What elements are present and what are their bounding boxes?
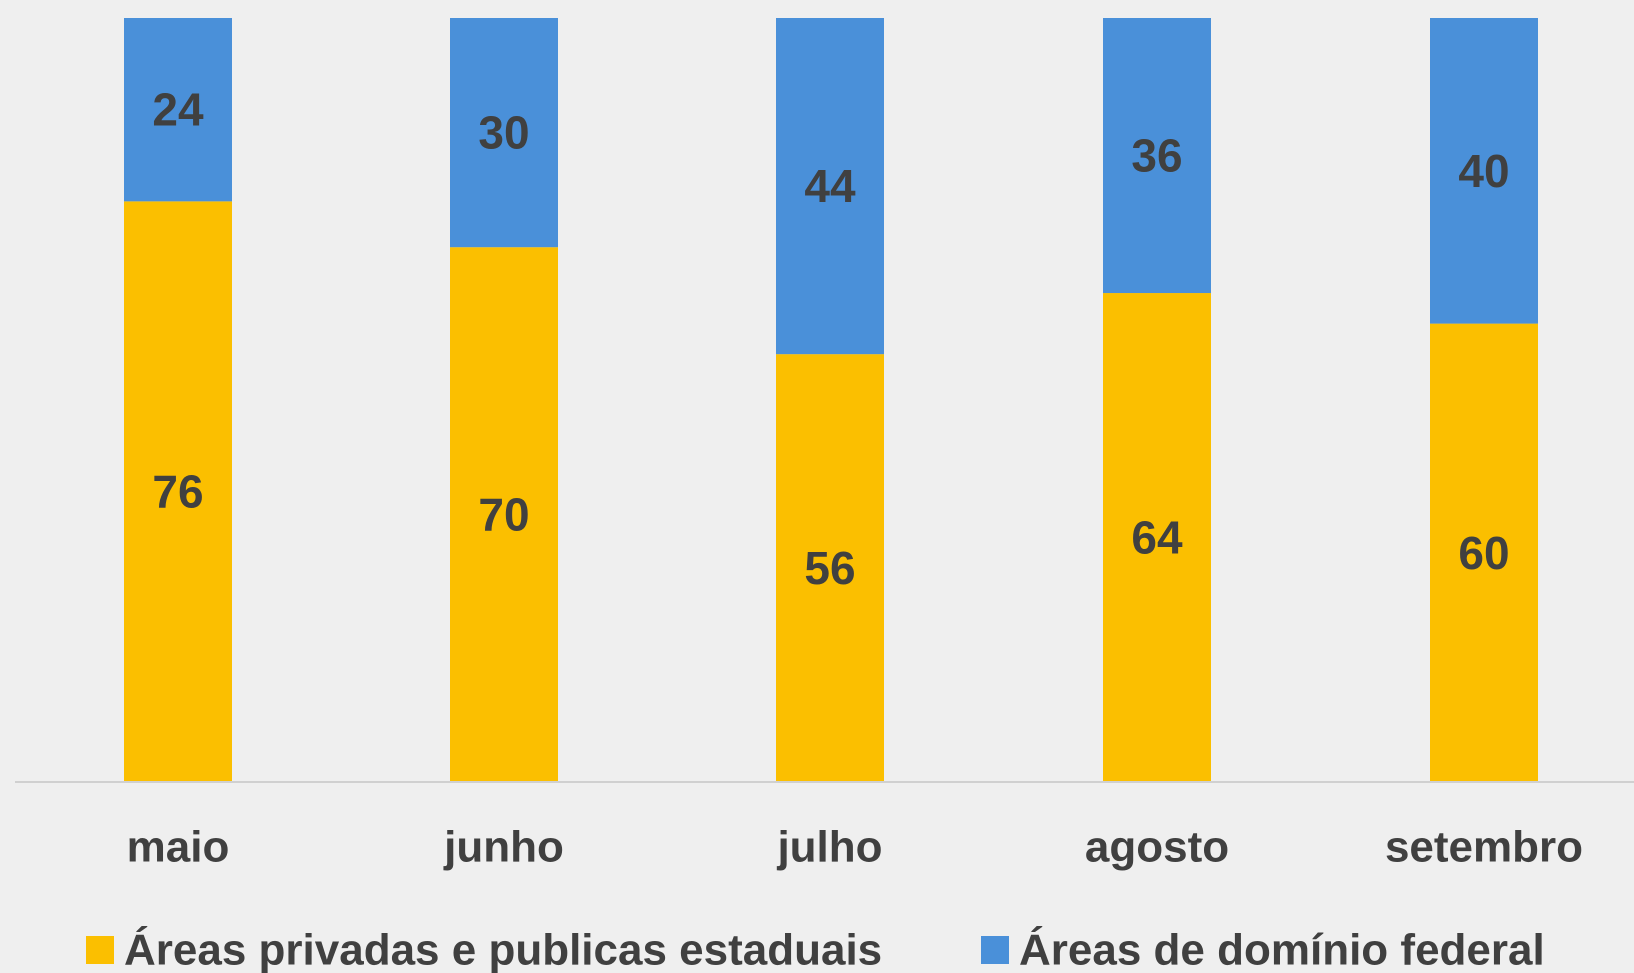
bar-setembro-series-1 bbox=[1430, 323, 1538, 782]
data-label-junho-series-1: 70 bbox=[478, 489, 529, 541]
data-label-julho-series-2: 44 bbox=[804, 160, 856, 212]
legend-label-series-1: Áreas privadas e publicas estaduais bbox=[124, 925, 882, 973]
data-label-junho-series-2: 30 bbox=[478, 107, 529, 159]
data-label-julho-series-1: 56 bbox=[804, 542, 855, 594]
legend-swatch-series-2 bbox=[981, 936, 1009, 964]
category-label-julho: julho bbox=[776, 823, 882, 872]
legend: Áreas privadas e publicas estaduais Áreas… bbox=[86, 925, 1545, 973]
data-label-setembro-series-1: 60 bbox=[1458, 527, 1509, 579]
category-label-setembro: setembro bbox=[1385, 823, 1583, 872]
category-label-maio: maio bbox=[127, 823, 230, 872]
bars-group: 76 24 70 30 56 44 64 36 60 40 bbox=[124, 18, 1538, 783]
category-label-agosto: agosto bbox=[1085, 823, 1229, 872]
bar-junho-series-1 bbox=[450, 247, 558, 782]
data-label-maio-series-1: 76 bbox=[152, 466, 203, 518]
bar-julho-series-1 bbox=[776, 354, 884, 782]
category-labels: maio junho julho agosto setembro bbox=[127, 823, 1583, 872]
bar-setembro-series-2 bbox=[1430, 18, 1538, 324]
data-label-agosto-series-2: 36 bbox=[1131, 130, 1182, 182]
data-label-maio-series-2: 24 bbox=[152, 84, 204, 136]
bar-agosto-series-1 bbox=[1103, 293, 1211, 782]
legend-label-series-2: Áreas de domínio federal bbox=[1019, 925, 1545, 973]
bar-agosto-series-2 bbox=[1103, 18, 1211, 294]
data-label-setembro-series-2: 40 bbox=[1458, 145, 1509, 197]
legend-swatch-series-1 bbox=[86, 936, 114, 964]
bar-junho-series-2 bbox=[450, 18, 558, 248]
bar-maio-series-2 bbox=[124, 18, 232, 202]
bar-julho-series-2 bbox=[776, 18, 884, 355]
data-label-agosto-series-1: 64 bbox=[1131, 512, 1183, 564]
bar-maio-series-1 bbox=[124, 201, 232, 783]
category-label-junho: junho bbox=[443, 823, 564, 872]
